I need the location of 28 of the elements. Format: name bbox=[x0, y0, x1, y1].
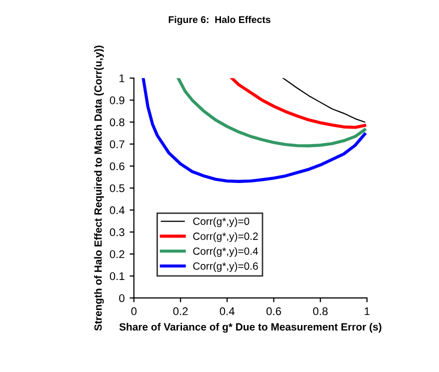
y-tick-label: 0.7 bbox=[110, 140, 124, 148]
line-series bbox=[230, 78, 366, 129]
legend-label: Corr(g*,y)=0.4 bbox=[193, 247, 258, 257]
x-tick-label: 0.6 bbox=[266, 307, 281, 316]
x-tick-label: 0 bbox=[131, 307, 137, 316]
x-tick-label: 0.8 bbox=[313, 307, 328, 316]
line-series bbox=[176, 78, 366, 148]
chart-title: Figure 6: Halo Effects bbox=[168, 16, 270, 26]
y-tick-label: 1 bbox=[120, 74, 124, 82]
legend-label: Corr(g*,y)=0 bbox=[193, 217, 250, 228]
y-tick-label: 0.8 bbox=[110, 118, 124, 126]
y-tick-label: 0.5 bbox=[110, 184, 124, 192]
x-tick-label: 0.4 bbox=[220, 307, 235, 316]
legend-label: Corr(g*,y)=0.2 bbox=[193, 232, 258, 242]
y-tick-label: 0.2 bbox=[110, 250, 124, 258]
y-tick-label: 0.3 bbox=[110, 228, 124, 236]
y-tick-label: 0.9 bbox=[110, 96, 124, 104]
x-tick-label: 0.2 bbox=[173, 307, 188, 316]
line-series bbox=[282, 78, 366, 123]
y-tick-label: 0.6 bbox=[110, 162, 124, 170]
y-tick-label: 0 bbox=[119, 294, 124, 302]
y-tick-label: 0.4 bbox=[110, 206, 125, 214]
x-axis-title: Share of Variance of g* Due to Measurement Error (s) bbox=[119, 322, 382, 333]
y-tick-label: 0.1 bbox=[110, 272, 124, 280]
line-series bbox=[142, 78, 366, 183]
legend-label: Corr(g*,y)=0.6 bbox=[193, 262, 258, 272]
x-tick-label: 1 bbox=[364, 307, 370, 316]
y-axis-title: Strength of Halo Effect Required to Match Data (Corr(u,y)) bbox=[94, 46, 104, 331]
